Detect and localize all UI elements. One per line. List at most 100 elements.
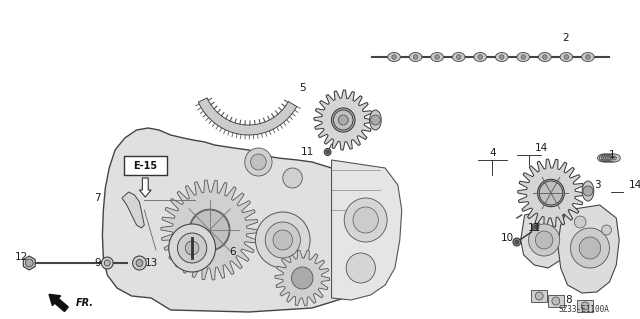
Circle shape: [552, 297, 560, 305]
Ellipse shape: [609, 154, 620, 162]
Circle shape: [513, 238, 521, 246]
Circle shape: [611, 156, 614, 160]
Text: FR.: FR.: [76, 298, 94, 308]
Text: 12: 12: [15, 252, 28, 262]
Bar: [531, 290, 547, 302]
Circle shape: [132, 256, 147, 270]
FancyArrow shape: [49, 294, 68, 312]
Circle shape: [189, 209, 230, 251]
Polygon shape: [275, 250, 330, 306]
Circle shape: [583, 186, 593, 196]
Circle shape: [605, 156, 609, 160]
Circle shape: [244, 148, 272, 176]
Ellipse shape: [517, 53, 530, 62]
Circle shape: [535, 292, 543, 300]
Circle shape: [101, 257, 113, 269]
Ellipse shape: [369, 110, 381, 130]
Polygon shape: [518, 159, 584, 227]
Ellipse shape: [598, 154, 609, 162]
FancyArrow shape: [140, 178, 151, 197]
Text: 14: 14: [534, 143, 548, 153]
Circle shape: [333, 110, 353, 130]
Circle shape: [332, 108, 355, 132]
Ellipse shape: [560, 53, 573, 62]
Circle shape: [521, 55, 525, 59]
Circle shape: [515, 240, 519, 244]
Circle shape: [570, 228, 609, 268]
Circle shape: [574, 216, 586, 228]
Circle shape: [534, 225, 537, 229]
Circle shape: [564, 55, 568, 59]
Ellipse shape: [582, 181, 594, 201]
Circle shape: [435, 55, 439, 59]
Text: 10: 10: [500, 233, 514, 243]
Circle shape: [346, 253, 376, 283]
FancyBboxPatch shape: [124, 156, 167, 175]
Text: 13: 13: [145, 258, 158, 268]
Circle shape: [529, 224, 560, 256]
Circle shape: [609, 156, 612, 160]
Circle shape: [177, 233, 207, 263]
Circle shape: [612, 156, 616, 160]
Text: E-15: E-15: [133, 161, 157, 171]
Circle shape: [251, 154, 266, 170]
Circle shape: [500, 55, 504, 59]
Ellipse shape: [538, 53, 551, 62]
Circle shape: [540, 181, 563, 205]
Circle shape: [283, 168, 302, 188]
Ellipse shape: [607, 154, 618, 162]
Circle shape: [371, 115, 380, 125]
Ellipse shape: [409, 53, 422, 62]
Ellipse shape: [582, 53, 595, 62]
Circle shape: [185, 241, 199, 255]
Circle shape: [104, 260, 110, 266]
Circle shape: [136, 259, 143, 266]
Polygon shape: [102, 128, 383, 312]
Circle shape: [344, 198, 387, 242]
Circle shape: [326, 150, 330, 154]
Text: 7: 7: [94, 193, 101, 203]
Circle shape: [339, 115, 348, 125]
Bar: [577, 300, 593, 312]
Text: 5: 5: [299, 83, 305, 93]
Circle shape: [353, 207, 378, 233]
Circle shape: [265, 222, 300, 258]
Polygon shape: [198, 98, 297, 135]
Circle shape: [478, 55, 483, 59]
Circle shape: [456, 55, 461, 59]
Ellipse shape: [452, 53, 465, 62]
Text: 9: 9: [94, 258, 101, 268]
Circle shape: [602, 156, 605, 160]
Ellipse shape: [388, 53, 401, 62]
Text: 6: 6: [228, 247, 236, 257]
Circle shape: [324, 149, 331, 155]
Text: 11: 11: [301, 147, 314, 157]
Circle shape: [579, 237, 601, 259]
Circle shape: [604, 156, 607, 160]
Circle shape: [607, 156, 611, 160]
Text: 14: 14: [629, 180, 640, 190]
Ellipse shape: [603, 154, 615, 162]
Polygon shape: [558, 205, 619, 293]
Circle shape: [190, 210, 229, 250]
Polygon shape: [521, 210, 570, 268]
Ellipse shape: [600, 154, 611, 162]
Ellipse shape: [431, 53, 444, 62]
Text: SZ33-E1100A: SZ33-E1100A: [559, 305, 609, 314]
Circle shape: [581, 302, 589, 310]
Circle shape: [538, 179, 564, 207]
Circle shape: [392, 55, 396, 59]
Circle shape: [292, 267, 313, 289]
Circle shape: [532, 224, 539, 231]
Ellipse shape: [495, 53, 508, 62]
Polygon shape: [122, 192, 144, 228]
Text: 2: 2: [563, 33, 569, 43]
Text: 11: 11: [528, 223, 541, 233]
Polygon shape: [314, 90, 372, 150]
Circle shape: [169, 224, 216, 272]
Text: 8: 8: [565, 295, 572, 305]
Ellipse shape: [474, 53, 486, 62]
Circle shape: [413, 55, 418, 59]
Text: 3: 3: [595, 180, 601, 190]
Polygon shape: [161, 180, 259, 280]
